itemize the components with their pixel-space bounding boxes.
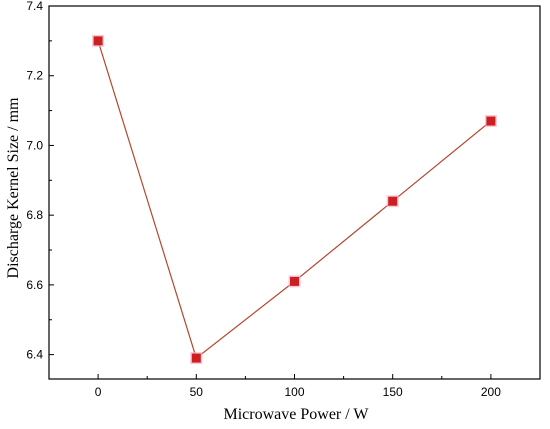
y-tick-label: 6.4 bbox=[26, 348, 43, 362]
y-axis-ticks: 6.4 6.6 6.8 7.0 7.2 7.4 bbox=[26, 0, 54, 362]
x-axis-title: Microwave Power / W bbox=[224, 406, 370, 423]
data-point bbox=[290, 276, 299, 286]
x-axis-ticks: 0 50 100 150 200 bbox=[48, 374, 541, 399]
x-tick-label: 100 bbox=[284, 385, 304, 399]
data-point bbox=[191, 353, 201, 363]
x-tick-label: 0 bbox=[95, 385, 102, 399]
y-tick-label: 7.4 bbox=[26, 0, 43, 13]
data-point bbox=[486, 116, 496, 126]
series-line bbox=[97, 40, 492, 360]
data-series bbox=[92, 34, 497, 365]
y-tick-label: 6.8 bbox=[26, 208, 43, 222]
data-point bbox=[388, 196, 398, 206]
plot-border bbox=[48, 5, 541, 380]
y-tick-label: 6.6 bbox=[26, 278, 43, 292]
y-tick-label: 7.0 bbox=[26, 138, 43, 152]
y-axis-title: Discharge Kernel Size / mm bbox=[5, 97, 22, 279]
x-tick-label: 50 bbox=[190, 385, 204, 399]
data-point bbox=[93, 36, 103, 46]
axes-frame bbox=[48, 5, 541, 380]
y-tick-label: 7.2 bbox=[26, 69, 43, 83]
x-tick-label: 150 bbox=[383, 385, 403, 399]
x-tick-label: 200 bbox=[481, 385, 501, 399]
